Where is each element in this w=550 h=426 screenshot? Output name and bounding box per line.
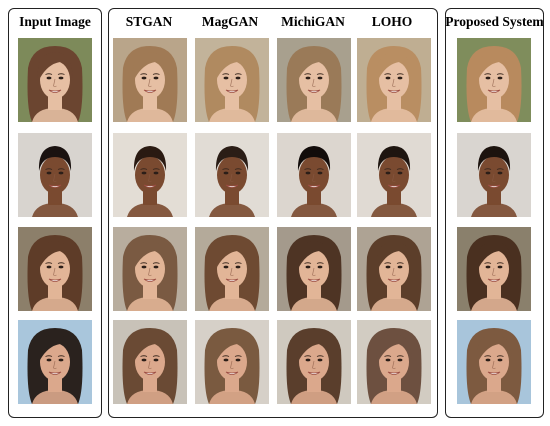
face-input-row-3 (18, 227, 92, 311)
face-maggan-row-2 (195, 133, 269, 217)
face-input-row-2 (18, 133, 92, 217)
column-title-input: Input Image (19, 14, 91, 29)
face-michigan-row-3 (277, 227, 351, 311)
column-title-michigan: MichiGAN (281, 14, 345, 29)
face-proposed-row-3 (457, 227, 531, 311)
face-input-row-1 (18, 38, 92, 122)
face-michigan-row-1 (277, 38, 351, 122)
face-maggan-row-3 (195, 227, 269, 311)
face-loho-row-4 (357, 320, 431, 404)
face-maggan-row-4 (195, 320, 269, 404)
face-proposed-row-4 (457, 320, 531, 404)
column-title-proposed: Proposed System (445, 14, 544, 29)
face-stgan-row-2 (113, 133, 187, 217)
face-proposed-row-1 (457, 38, 531, 122)
column-title-loho: LOHO (371, 14, 413, 29)
face-stgan-row-1 (113, 38, 187, 122)
proposed-panel (445, 8, 544, 418)
input-panel (8, 8, 102, 418)
face-input-row-4 (18, 320, 92, 404)
column-title-maggan: MagGAN (201, 14, 259, 29)
face-maggan-row-1 (195, 38, 269, 122)
face-loho-row-3 (357, 227, 431, 311)
comparison-panel (108, 8, 438, 418)
face-stgan-row-3 (113, 227, 187, 311)
face-loho-row-2 (357, 133, 431, 217)
face-michigan-row-2 (277, 133, 351, 217)
face-stgan-row-4 (113, 320, 187, 404)
face-michigan-row-4 (277, 320, 351, 404)
column-title-stgan: STGAN (125, 14, 173, 29)
face-loho-row-1 (357, 38, 431, 122)
face-proposed-row-2 (457, 133, 531, 217)
